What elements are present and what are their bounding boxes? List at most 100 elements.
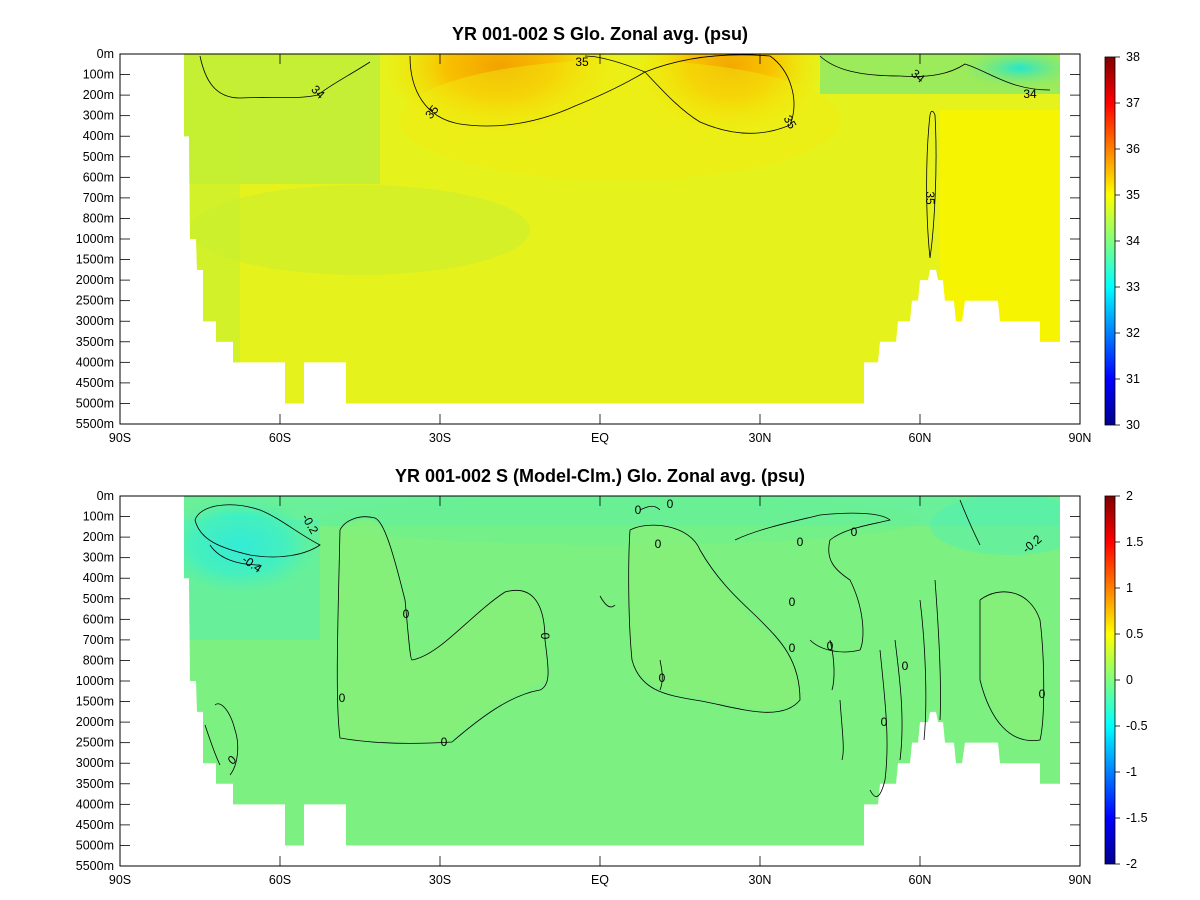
- x-tick-label: 30N: [749, 431, 772, 445]
- salinity-panel: YR 001-002 S Glo. Zonal avg. (psu): [76, 24, 1140, 445]
- y-tick-label: 5500m: [76, 859, 114, 873]
- y-tick-label: 800m: [83, 653, 114, 667]
- y-tick-label: 1000m: [76, 232, 114, 246]
- y-tick-label: 0m: [97, 47, 114, 61]
- colorbar-tick-label: 33: [1126, 280, 1140, 294]
- x-tick-label: 30S: [429, 873, 451, 887]
- contour-label: 35: [923, 191, 937, 205]
- y-tick-label: 100m: [83, 68, 114, 82]
- colorbar-tick-label: -0.5: [1126, 719, 1148, 733]
- contour-label: 0: [441, 735, 448, 749]
- y-tick-label: 3500m: [76, 777, 114, 791]
- colorbar-tick-label: 1: [1126, 581, 1133, 595]
- contour-label: 0: [789, 595, 796, 609]
- colorbar-tick-label: 35: [1126, 188, 1140, 202]
- y-tick-label: 1000m: [76, 674, 114, 688]
- y-tick-label: 2000m: [76, 715, 114, 729]
- y-tick-label: 1500m: [76, 253, 114, 267]
- y-tick-label: 200m: [83, 88, 114, 102]
- x-tick-label: 90N: [1069, 431, 1092, 445]
- contour-lines: [199, 54, 1051, 259]
- x-tick-label: 90N: [1069, 873, 1092, 887]
- chart-title: YR 001-002 S (Model-Clm.) Glo. Zonal avg…: [395, 466, 805, 486]
- contour-label: 35: [781, 113, 800, 132]
- y-tick-label: 5500m: [76, 417, 114, 431]
- y-tick-label: 1500m: [76, 695, 114, 709]
- x-tick-label: 60N: [909, 431, 932, 445]
- y-tick-label: 400m: [83, 571, 114, 585]
- contour-label: 0: [635, 503, 642, 517]
- contour-label: 0: [851, 525, 858, 539]
- y-tick-label: 300m: [83, 109, 114, 123]
- colorbar-ticks: 38 37 36 35 34 33 32 31 30: [1115, 50, 1140, 432]
- y-tick-label: 3000m: [76, 314, 114, 328]
- y-tick-label: 600m: [83, 170, 114, 184]
- contour-label: 0: [789, 641, 796, 655]
- contour-label: 35: [575, 55, 589, 69]
- y-tick-label: 200m: [83, 530, 114, 544]
- y-tick-label: 5000m: [76, 838, 114, 852]
- colorbar-tick-label: -1: [1126, 765, 1137, 779]
- x-tick-label: 30S: [429, 431, 451, 445]
- colorbar-tick-label: 37: [1126, 96, 1140, 110]
- x-tick-label: EQ: [591, 431, 609, 445]
- contour-label: 0: [655, 537, 662, 551]
- x-tick-label: EQ: [591, 873, 609, 887]
- contour-label: 0: [667, 497, 674, 511]
- contour-label: 0: [403, 607, 410, 621]
- salinity-difference-panel: YR 001-002 S (Model-Clm.) Glo. Zonal avg…: [76, 466, 1148, 887]
- colorbar-tick-label: -1.5: [1126, 811, 1148, 825]
- contour-lines: [194, 499, 1045, 797]
- y-tick-label: 700m: [83, 191, 114, 205]
- y-tick-label: 500m: [83, 150, 114, 164]
- contour-label: 0: [1039, 687, 1046, 701]
- x-tick-label: 60S: [269, 873, 291, 887]
- x-axis: 90S 60S 30S EQ 30N 60N 90N: [109, 54, 1092, 445]
- contour-label: 0: [881, 715, 888, 729]
- contour-label: 0: [797, 535, 804, 549]
- salinity-field: [184, 54, 1060, 404]
- y-tick-label: 400m: [83, 129, 114, 143]
- colorbar-tick-label: 38: [1126, 50, 1140, 64]
- colorbar-tick-label: 36: [1126, 142, 1140, 156]
- difference-field: [184, 496, 1060, 846]
- y-tick-label: 2000m: [76, 273, 114, 287]
- y-tick-label: 500m: [83, 592, 114, 606]
- x-tick-label: 30N: [749, 873, 772, 887]
- x-tick-label: 60S: [269, 431, 291, 445]
- y-tick-label: 5000m: [76, 396, 114, 410]
- contour-label: 0: [538, 633, 552, 640]
- y-tick-label: 0m: [97, 489, 114, 503]
- y-tick-label: 3000m: [76, 756, 114, 770]
- contour-label: 0: [339, 691, 346, 705]
- contour-label: 0: [902, 659, 909, 673]
- colorbar-tick-label: 0: [1126, 673, 1133, 687]
- y-tick-label: 4500m: [76, 818, 114, 832]
- y-tick-label: 600m: [83, 612, 114, 626]
- y-tick-label: 3500m: [76, 335, 114, 349]
- y-tick-label: 100m: [83, 510, 114, 524]
- y-tick-label: 2500m: [76, 736, 114, 750]
- x-axis: 90S 60S 30S EQ 30N 60N 90N: [109, 496, 1092, 887]
- y-tick-label: 4000m: [76, 797, 114, 811]
- y-tick-label: 800m: [83, 211, 114, 225]
- contour-label: 0: [827, 639, 834, 653]
- colorbar: [1105, 496, 1115, 864]
- colorbar-tick-label: 2: [1126, 489, 1133, 503]
- colorbar-ticks: 2 1.5 1 0.5 0 -0.5 -1 -1.5 -2: [1115, 489, 1148, 871]
- y-tick-label: 4000m: [76, 355, 114, 369]
- x-tick-label: 90S: [109, 431, 131, 445]
- y-tick-label: 2500m: [76, 294, 114, 308]
- colorbar-tick-label: -2: [1126, 857, 1137, 871]
- x-tick-label: 90S: [109, 873, 131, 887]
- y-axis: 0m 100m 200m 300m 400m 500m 600m 700m 800m 1000m 1…: [76, 47, 1080, 431]
- colorbar-tick-label: 0.5: [1126, 627, 1143, 641]
- colorbar-tick-label: 34: [1126, 234, 1140, 248]
- colorbar: [1105, 57, 1115, 425]
- contour-label: 0: [659, 671, 666, 685]
- y-tick-label: 700m: [83, 633, 114, 647]
- colorbar-tick-label: 31: [1126, 372, 1140, 386]
- colorbar-tick-label: 30: [1126, 418, 1140, 432]
- y-tick-label: 300m: [83, 551, 114, 565]
